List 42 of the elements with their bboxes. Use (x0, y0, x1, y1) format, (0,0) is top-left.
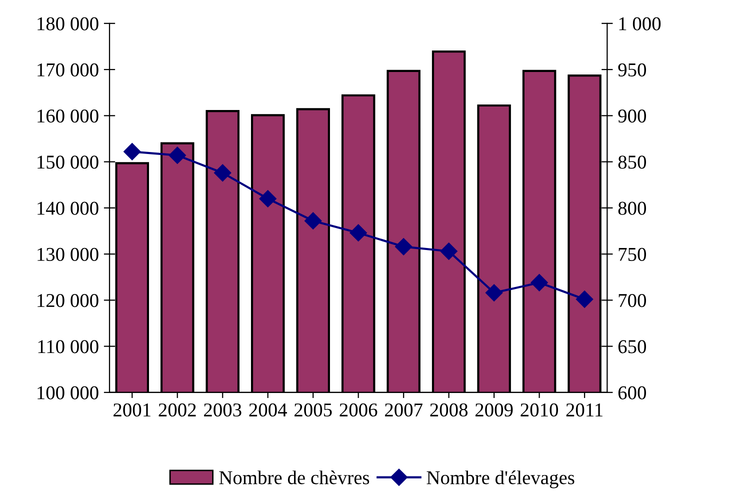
point (486, 284, 503, 302)
point (259, 190, 276, 208)
x-tick-label: 2001 (114, 403, 150, 417)
x-tick-label: 2008 (430, 403, 468, 417)
y-tick-label: 100 000 (38, 386, 98, 400)
y2-tick-label: 700 (618, 294, 646, 308)
y-tick-label: 150 000 (38, 156, 98, 169)
point (530, 274, 548, 292)
y-tick-label: 120 000 (38, 294, 98, 308)
point (214, 164, 232, 182)
y2-tick-label: 1 000 (619, 17, 661, 30)
x-tick-label: 2009 (475, 403, 513, 417)
point (350, 224, 367, 242)
y2-tick-label: 950 (618, 63, 646, 76)
point (576, 290, 594, 308)
x-tick-label: 2003 (204, 403, 242, 417)
legend-label: Nombre d'élevages (426, 470, 574, 488)
y2-tick-label: 850 (618, 156, 646, 169)
x-tick-label: 2011 (566, 403, 602, 417)
y2-tick-label: 750 (618, 248, 646, 261)
y-tick-label: 180 000 (38, 17, 98, 30)
x-tick-label: 2006 (340, 403, 378, 417)
legend-label: Nombre de chèvres (219, 470, 370, 484)
y2-tick-label: 900 (618, 109, 646, 123)
y-tick-label: 170 000 (38, 63, 98, 76)
y2-tick-label: 800 (618, 202, 646, 215)
x-tick-label: 2002 (158, 403, 196, 417)
point (168, 146, 186, 164)
x-tick-label: 2005 (294, 403, 332, 417)
x-tick-label: 2007 (384, 403, 422, 417)
point (124, 143, 141, 160)
point (440, 242, 458, 260)
y2-tick-label: 600 (618, 386, 646, 400)
point (395, 238, 412, 256)
x-tick-label: 2004 (249, 403, 287, 417)
point (304, 212, 322, 230)
x-tick-label: 2010 (520, 403, 558, 417)
y-tick-label: 140 000 (38, 202, 98, 215)
y-tick-label: 160 000 (38, 109, 98, 123)
y-tick-label: 130 000 (38, 248, 98, 261)
y2-tick-label: 650 (618, 340, 646, 354)
y-tick-label: 110 000 (38, 340, 98, 354)
